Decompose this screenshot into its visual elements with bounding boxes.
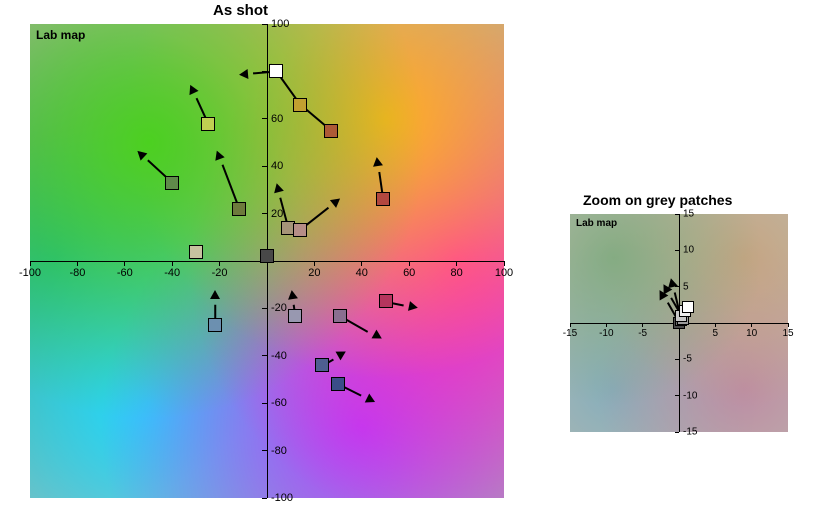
main-plot: Lab map -100-80-60-40-2020406080100-100-…: [30, 24, 504, 498]
zoom-x-tick-label: 10: [746, 328, 757, 339]
main-color-patch: [315, 358, 329, 372]
zoom-y-tick: [675, 395, 679, 396]
zoom-y-tick: [675, 250, 679, 251]
main-y-tick: [262, 403, 267, 404]
zoom-y-tick-label: 5: [683, 281, 689, 292]
main-color-patch: [333, 309, 347, 323]
main-y-tick: [262, 166, 267, 167]
main-vector-head-icon: [239, 69, 249, 80]
main-y-tick: [262, 450, 267, 451]
main-x-tick: [456, 261, 457, 266]
zoom-y-tick-label: -5: [683, 354, 692, 365]
main-color-patch: [201, 117, 215, 131]
zoom-y-tick: [675, 214, 679, 215]
main-x-tick-label: -40: [164, 267, 180, 279]
main-color-patch: [189, 245, 203, 259]
main-color-patch: [165, 176, 179, 190]
main-y-tick: [262, 213, 267, 214]
main-y-tick-label: 60: [271, 113, 283, 125]
main-plot-title: As shot: [213, 2, 268, 19]
main-x-tick-label: -20: [212, 267, 228, 279]
zoom-x-tick-label: -10: [599, 328, 613, 339]
main-x-tick-label: 40: [356, 267, 368, 279]
main-color-patch: [376, 192, 390, 206]
main-y-tick: [262, 355, 267, 356]
main-color-patch: [269, 64, 283, 78]
main-color-patch: [379, 294, 393, 308]
zoom-plot-title: Zoom on grey patches: [583, 192, 732, 208]
main-color-patch: [232, 202, 246, 216]
zoom-y-tick-label: -10: [683, 390, 697, 401]
main-x-tick: [77, 261, 78, 266]
main-color-patch: [324, 124, 338, 138]
main-color-patch: [293, 223, 307, 237]
main-y-tick: [262, 118, 267, 119]
main-vector-head-icon: [210, 290, 220, 299]
zoom-y-tick: [675, 432, 679, 433]
zoom-x-tick: [751, 323, 752, 327]
main-y-tick-label: 40: [271, 160, 283, 172]
zoom-x-tick: [715, 323, 716, 327]
main-x-tick-label: 80: [450, 267, 462, 279]
main-color-patch: [260, 249, 274, 263]
main-x-tick: [30, 261, 31, 266]
main-x-tick: [314, 261, 315, 266]
zoom-x-tick: [570, 323, 571, 327]
main-x-tick: [409, 261, 410, 266]
zoom-y-tick-label: 15: [683, 209, 694, 220]
main-vector-head-icon: [287, 289, 298, 299]
main-y-tick: [262, 24, 267, 25]
page-root: { "main": { "title": "As shot", "title_f…: [0, 0, 840, 530]
main-map-label: Lab map: [36, 28, 85, 42]
main-x-tick: [172, 261, 173, 266]
main-y-tick: [262, 308, 267, 309]
main-x-tick-label: -60: [117, 267, 133, 279]
main-y-tick-label: 100: [271, 18, 289, 30]
zoom-x-tick: [606, 323, 607, 327]
main-color-patch: [288, 309, 302, 323]
main-vector-head-icon: [372, 157, 383, 167]
zoom-x-tick: [642, 323, 643, 327]
main-color-patch: [293, 98, 307, 112]
zoom-y-tick-label: -15: [683, 427, 697, 438]
main-y-tick: [262, 498, 267, 499]
zoom-x-tick-label: -15: [563, 328, 577, 339]
main-x-tick-label: 100: [495, 267, 513, 279]
main-color-patch: [331, 377, 345, 391]
zoom-y-tick-label: 10: [683, 245, 694, 256]
zoom-x-tick-label: 15: [782, 328, 793, 339]
main-x-tick-label: -100: [19, 267, 41, 279]
zoom-plot: Lab map -15-10-551015-15-10-551015: [570, 214, 788, 432]
main-y-tick-label: -40: [271, 350, 287, 362]
zoom-map-label: Lab map: [576, 218, 617, 229]
main-y-tick-label: -80: [271, 445, 287, 457]
zoom-color-patch: [682, 301, 694, 313]
main-x-tick: [219, 261, 220, 266]
main-y-tick-label: -100: [271, 492, 293, 504]
main-x-tick: [361, 261, 362, 266]
main-x-tick-label: -80: [69, 267, 85, 279]
main-x-tick: [504, 261, 505, 266]
main-x-tick-label: 20: [308, 267, 320, 279]
main-x-tick-label: 60: [403, 267, 415, 279]
zoom-x-tick-label: -5: [638, 328, 647, 339]
main-y-tick-label: -60: [271, 397, 287, 409]
zoom-x-tick-label: 5: [713, 328, 719, 339]
main-y-tick-label: -20: [271, 302, 287, 314]
main-x-tick: [124, 261, 125, 266]
zoom-x-tick: [788, 323, 789, 327]
main-color-patch: [208, 318, 222, 332]
zoom-y-tick: [675, 359, 679, 360]
